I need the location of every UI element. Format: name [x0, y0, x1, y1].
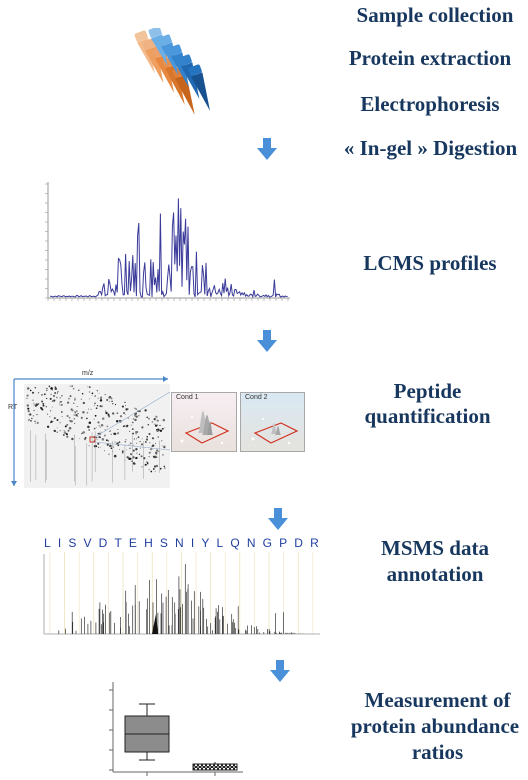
sequence-residue: P — [279, 536, 288, 550]
step-sample-collection: Sample collection — [356, 3, 514, 27]
step-electrophoresis: Electrophoresis — [360, 92, 500, 116]
sequence-residue: L — [216, 536, 224, 550]
sample-tubes-illustration — [134, 28, 211, 115]
map-dots — [26, 385, 166, 486]
cond2-label: Cond 2 — [245, 394, 268, 401]
boxplot-condition-1 — [124, 703, 170, 761]
lcms-axis-ticks — [45, 183, 289, 301]
down-arrow-icon — [270, 660, 290, 682]
step-quantification: quantification — [364, 404, 491, 428]
sequence-residue: I — [190, 536, 195, 550]
down-arrow-icon — [268, 508, 288, 530]
boxplot-y-ticks — [109, 689, 113, 771]
down-arrow-icon — [257, 330, 277, 352]
sequence-residue: D — [294, 536, 303, 550]
step-lcms-profiles: LCMS profiles — [363, 251, 497, 275]
step-protein-extraction: Protein extraction — [348, 46, 512, 70]
sequence-residue: H — [144, 536, 153, 550]
abundance-boxplot — [109, 682, 243, 776]
map-y-axis-label: RT — [8, 404, 18, 411]
lcms-spectrum — [45, 182, 290, 301]
sequence-residue: Y — [201, 536, 210, 550]
sequence-residue: D — [98, 536, 108, 550]
msms-spectrum — [43, 552, 320, 635]
cond1-label: Cond 1 — [176, 394, 199, 401]
sequence-residue: S — [159, 536, 168, 550]
step-msms-data: MSMS data — [381, 536, 489, 560]
step-annotation: annotation — [386, 562, 484, 586]
sequence-residue: E — [128, 536, 137, 550]
sequence-residue: I — [57, 536, 62, 550]
sequence-residue: Q — [230, 536, 240, 550]
msms-guide-lines — [49, 552, 314, 634]
sequence-residue: S — [68, 536, 77, 550]
sequence-residue: V — [83, 536, 92, 550]
step-peptide: Peptide — [393, 379, 462, 403]
peptide-map: m/z RT — [8, 370, 170, 488]
step-measurement-of: Measurement of — [364, 688, 511, 712]
peptide-map-canvas — [11, 376, 171, 488]
sequence-residue: N — [175, 536, 184, 550]
sequence-residue: T — [114, 536, 122, 550]
step-in-gel-digestion: « In-gel » Digestion — [343, 136, 518, 160]
step-ratios: ratios — [411, 740, 464, 764]
down-arrow-icon — [257, 138, 277, 160]
lcms-trace — [49, 198, 288, 299]
cond1-panel: Cond 1 — [171, 392, 237, 452]
sequence-residue: L — [44, 536, 51, 550]
boxplot-condition-2 — [192, 762, 238, 771]
msms-peaks — [58, 564, 304, 634]
tube-blue-row — [148, 28, 211, 112]
sequence-residue: N — [246, 536, 256, 550]
sequence-residue: G — [262, 536, 272, 550]
sequence-residue: R — [310, 536, 319, 550]
step-protein-abundance: protein abundance — [350, 714, 520, 738]
cond2-panel: Cond 2 — [240, 392, 305, 452]
map-x-axis-label: m/z — [82, 370, 94, 377]
